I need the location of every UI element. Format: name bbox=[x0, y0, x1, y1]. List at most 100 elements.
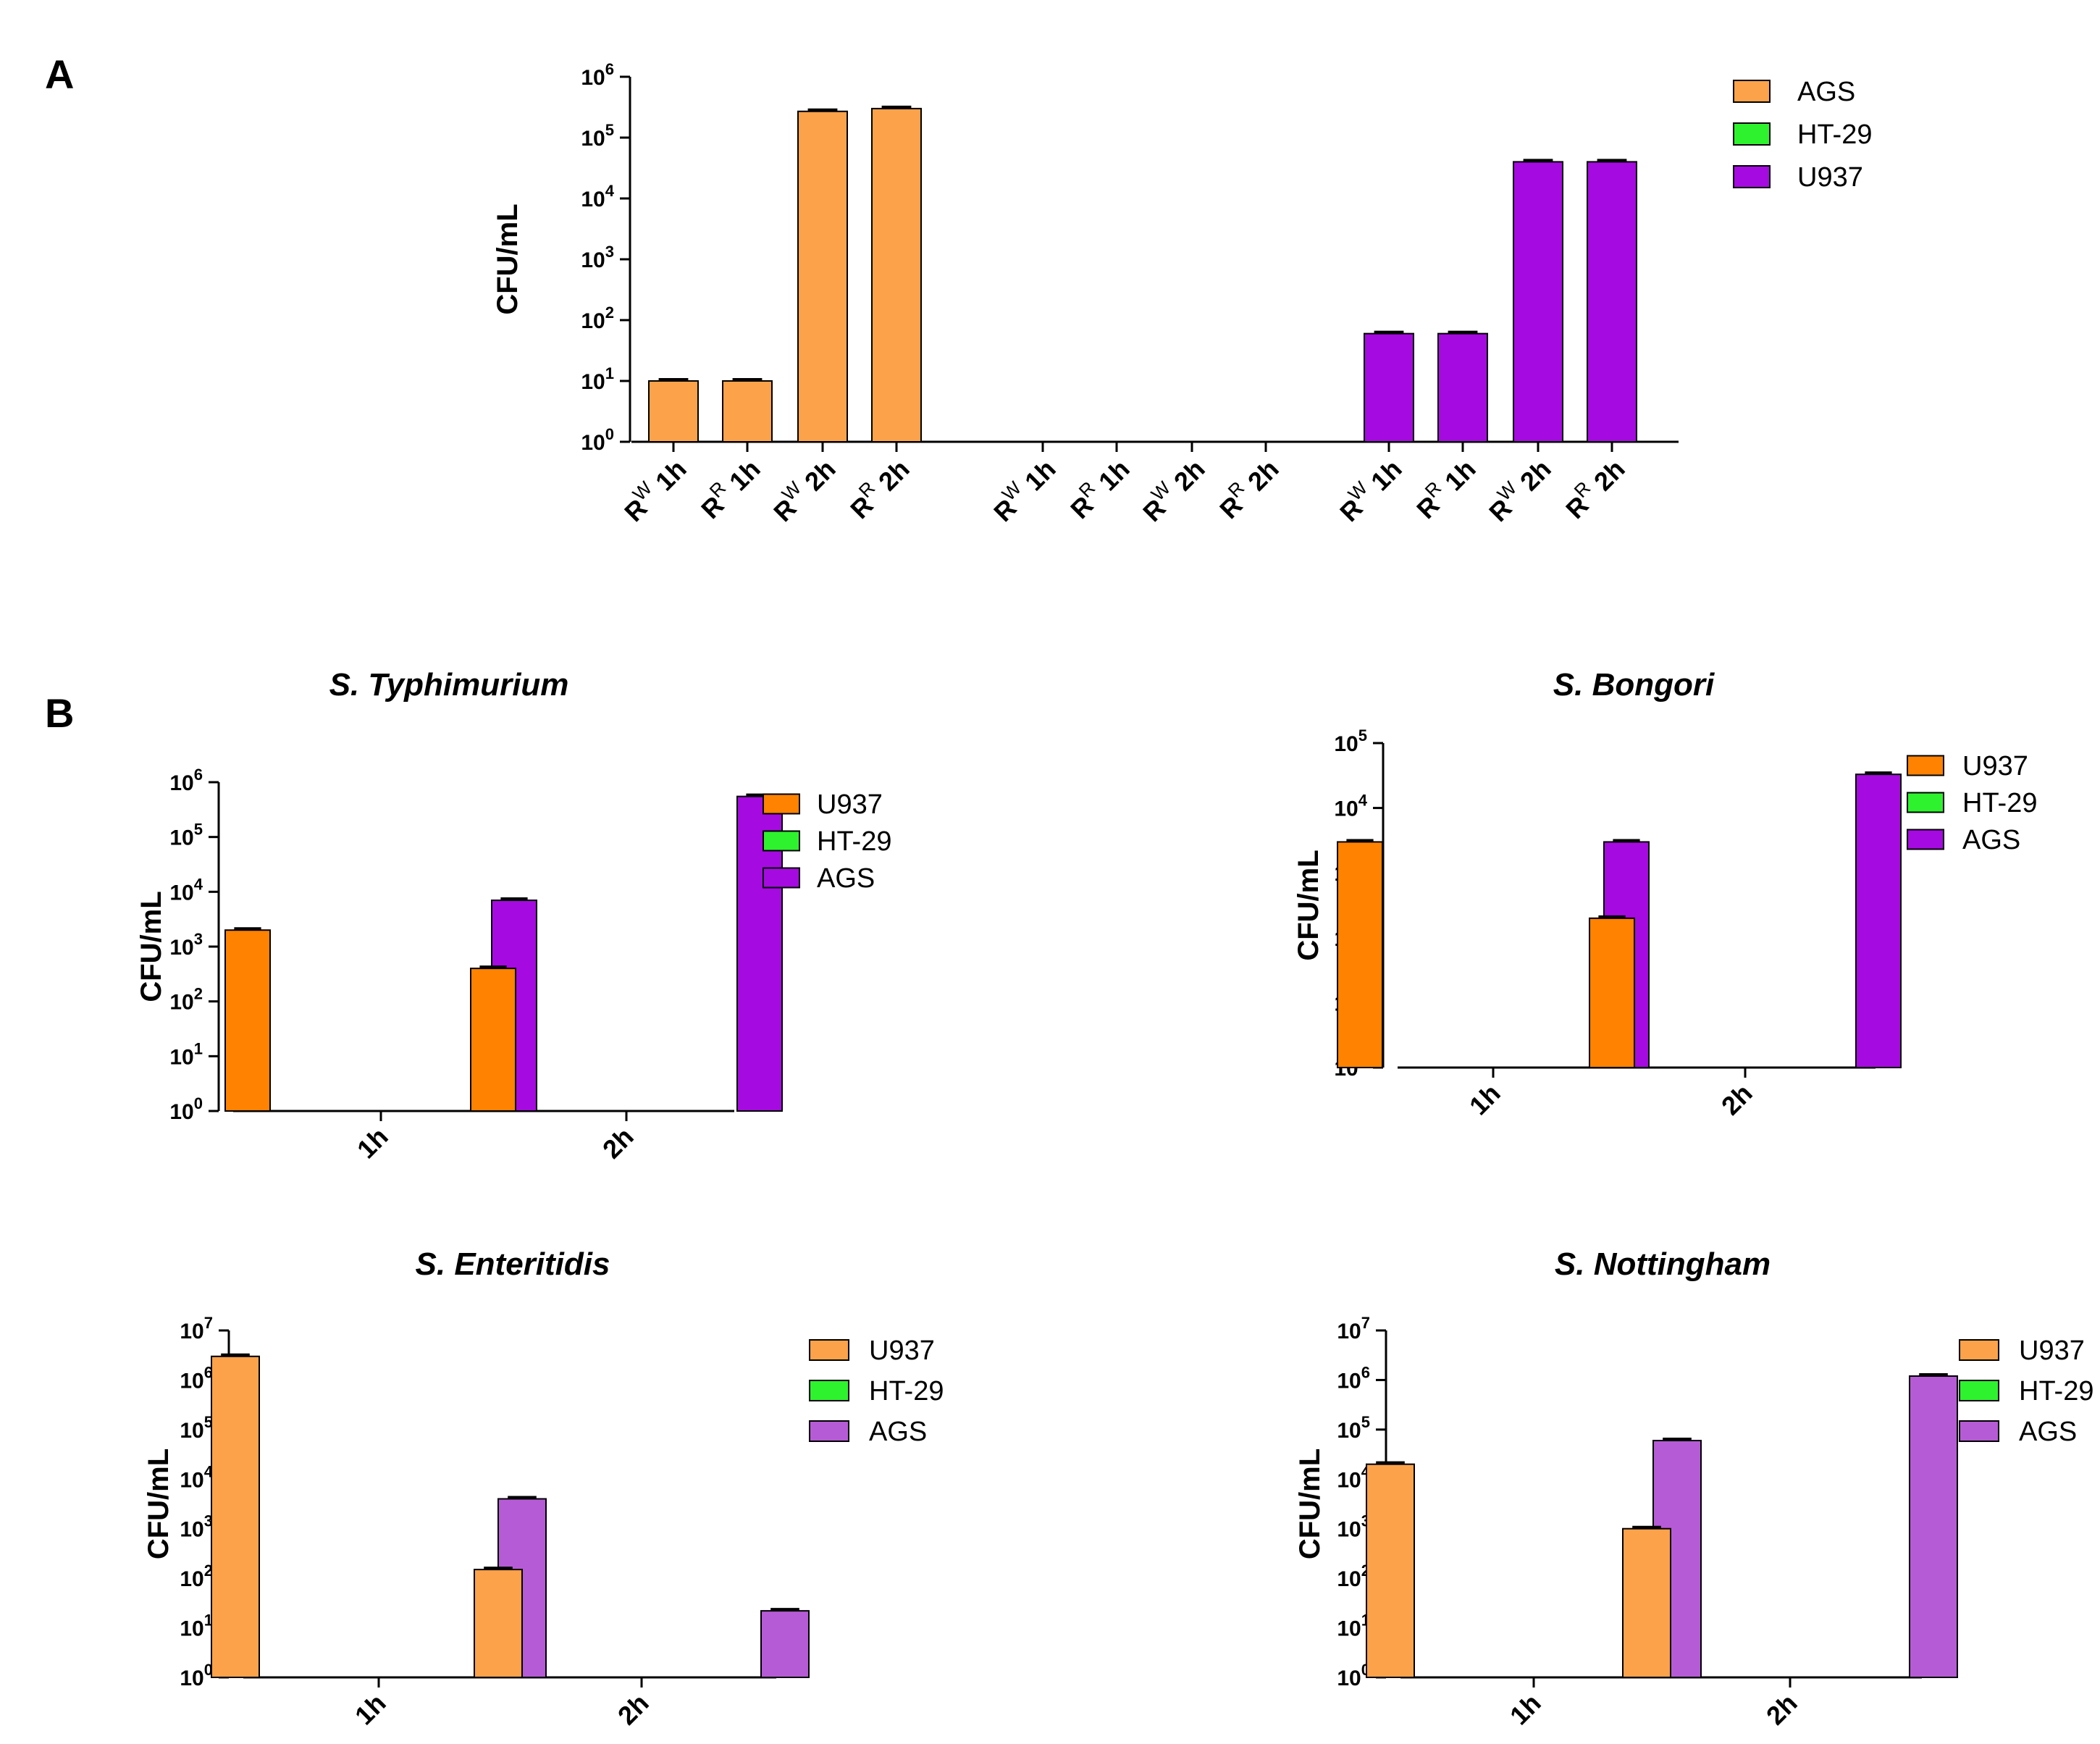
y-tick-base: 10 bbox=[1337, 1667, 1361, 1690]
y-tick-label: 105 bbox=[581, 121, 614, 151]
legend-label-ht-29: HT-29 bbox=[1962, 788, 2037, 818]
y-tick-base: 10 bbox=[1334, 732, 1358, 756]
x-tick-label: 2h bbox=[1715, 1078, 1758, 1121]
chart-title: S. Bongori bbox=[1553, 667, 1715, 703]
bar-u937 bbox=[1437, 332, 1488, 443]
legend-swatch-u937 bbox=[763, 793, 800, 815]
y-tick-label: 102 bbox=[1337, 1561, 1370, 1591]
bar-ags bbox=[760, 1610, 810, 1678]
y-tick-label: 102 bbox=[180, 1561, 213, 1591]
bar-u937 bbox=[1364, 332, 1414, 443]
y-tick-base: 10 bbox=[169, 771, 193, 795]
y-tick-base: 10 bbox=[1337, 1518, 1361, 1542]
y-tick-label: 100 bbox=[169, 1094, 203, 1124]
legend-label-u937: U937 bbox=[869, 1336, 935, 1366]
y-tick-exponent: 0 bbox=[194, 1094, 203, 1112]
legend-label-ht-29: HT-29 bbox=[869, 1376, 944, 1406]
y-tick-base: 10 bbox=[180, 1667, 203, 1690]
y-tick-base: 10 bbox=[180, 1369, 203, 1393]
bar-ags bbox=[722, 380, 773, 443]
legend-label-ags: AGS bbox=[817, 863, 875, 894]
legend-label-ht-29: HT-29 bbox=[817, 826, 891, 857]
x-tick-label: 1h bbox=[351, 1122, 394, 1165]
y-tick-label: 105 bbox=[169, 821, 203, 850]
legend-label-ht-29: HT-29 bbox=[2019, 1376, 2093, 1406]
y-tick-label: 104 bbox=[581, 182, 614, 211]
y-tick-exponent: 0 bbox=[605, 425, 614, 443]
y-tick-exponent: 4 bbox=[605, 182, 615, 200]
bar-ags bbox=[648, 380, 699, 443]
y-tick-base: 10 bbox=[581, 309, 605, 333]
legend-swatch-ags bbox=[1959, 1420, 1999, 1442]
y-tick-base: 10 bbox=[180, 1320, 203, 1343]
y-tick-label: 107 bbox=[180, 1314, 213, 1343]
bar-u937 bbox=[470, 968, 516, 1112]
legend-label-ags: AGS bbox=[1797, 77, 1855, 107]
y-tick-base: 10 bbox=[169, 991, 193, 1015]
y-tick-label: 106 bbox=[180, 1363, 213, 1393]
bar-u937 bbox=[1366, 1463, 1415, 1678]
bar-u937 bbox=[1622, 1527, 1671, 1679]
y-tick-base: 10 bbox=[180, 1567, 203, 1591]
y-tick-exponent: 4 bbox=[1358, 792, 1368, 810]
y-tick-label: 103 bbox=[581, 243, 614, 272]
x-tick-label: RR 2h bbox=[1210, 450, 1284, 524]
bar-ags bbox=[1909, 1375, 1958, 1678]
y-tick-label: 103 bbox=[169, 930, 203, 960]
y-tick-exponent: 3 bbox=[204, 1512, 213, 1530]
y-tick-label: 103 bbox=[180, 1512, 213, 1542]
legend-swatch-ags bbox=[1907, 829, 1944, 850]
y-tick-label: 105 bbox=[1334, 726, 1367, 756]
y-tick-label: 101 bbox=[581, 364, 614, 394]
legend-label-ags: AGS bbox=[869, 1417, 927, 1447]
bar-ags bbox=[871, 107, 922, 443]
y-tick-exponent: 0 bbox=[204, 1661, 213, 1679]
legend-swatch-ht-29 bbox=[1907, 792, 1944, 813]
x-tick-label: 1h bbox=[1504, 1688, 1547, 1731]
y-tick-exponent: 5 bbox=[194, 821, 203, 839]
y-tick-base: 10 bbox=[180, 1419, 203, 1443]
bar-u937 bbox=[1337, 841, 1383, 1069]
x-tick-label: RR 2h bbox=[1556, 450, 1630, 524]
y-tick-exponent: 1 bbox=[194, 1039, 203, 1057]
y-tick-exponent: 1 bbox=[605, 364, 614, 382]
y-tick-exponent: 5 bbox=[204, 1413, 213, 1431]
legend-swatch-ht-29 bbox=[763, 830, 800, 852]
legend-swatch-u937 bbox=[1959, 1339, 1999, 1361]
y-tick-base: 10 bbox=[581, 127, 605, 151]
y-tick-exponent: 2 bbox=[605, 303, 614, 322]
legend-swatch-u937 bbox=[1907, 755, 1944, 776]
y-tick-exponent: 5 bbox=[605, 121, 614, 139]
y-tick-exponent: 6 bbox=[605, 60, 614, 78]
y-axis-label: CFU/mL bbox=[1293, 850, 1324, 960]
y-tick-label: 106 bbox=[1337, 1363, 1370, 1393]
x-tick-label: 2h bbox=[597, 1122, 639, 1165]
y-tick-base: 10 bbox=[169, 936, 193, 960]
y-tick-label: 103 bbox=[1337, 1512, 1370, 1542]
y-tick-base: 10 bbox=[1337, 1617, 1361, 1641]
legend-label-ags: AGS bbox=[1962, 825, 2020, 855]
y-tick-base: 10 bbox=[581, 431, 605, 455]
legend-label-ags: AGS bbox=[2019, 1417, 2077, 1447]
y-tick-exponent: 3 bbox=[194, 930, 203, 948]
y-tick-base: 10 bbox=[169, 1100, 193, 1124]
panel-label-b: B bbox=[45, 690, 74, 736]
panel-label-a: A bbox=[45, 51, 74, 97]
chart-s-bongori: 100101102103104105CFU/mLS. Bongori1h2hU9… bbox=[1293, 667, 2037, 1120]
y-tick-label: 100 bbox=[180, 1661, 213, 1690]
legend-label-ht-29: HT-29 bbox=[1797, 120, 1872, 150]
y-tick-label: 102 bbox=[169, 985, 203, 1015]
x-tick-label: RR 1h bbox=[1061, 450, 1135, 524]
y-tick-exponent: 6 bbox=[1361, 1363, 1370, 1381]
y-axis-label: CFU/mL bbox=[1294, 1449, 1326, 1559]
legend-label-u937: U937 bbox=[2019, 1336, 2085, 1366]
bar-ags bbox=[797, 110, 848, 443]
chart-title: S. Nottingham bbox=[1555, 1246, 1771, 1282]
legend-label-u937: U937 bbox=[1962, 751, 2028, 781]
bar-u937 bbox=[474, 1569, 523, 1679]
y-tick-label: 105 bbox=[1337, 1413, 1370, 1443]
bar-u937 bbox=[1513, 161, 1563, 443]
legend-swatch-ags bbox=[809, 1420, 849, 1442]
x-tick-label: 1h bbox=[349, 1688, 392, 1731]
